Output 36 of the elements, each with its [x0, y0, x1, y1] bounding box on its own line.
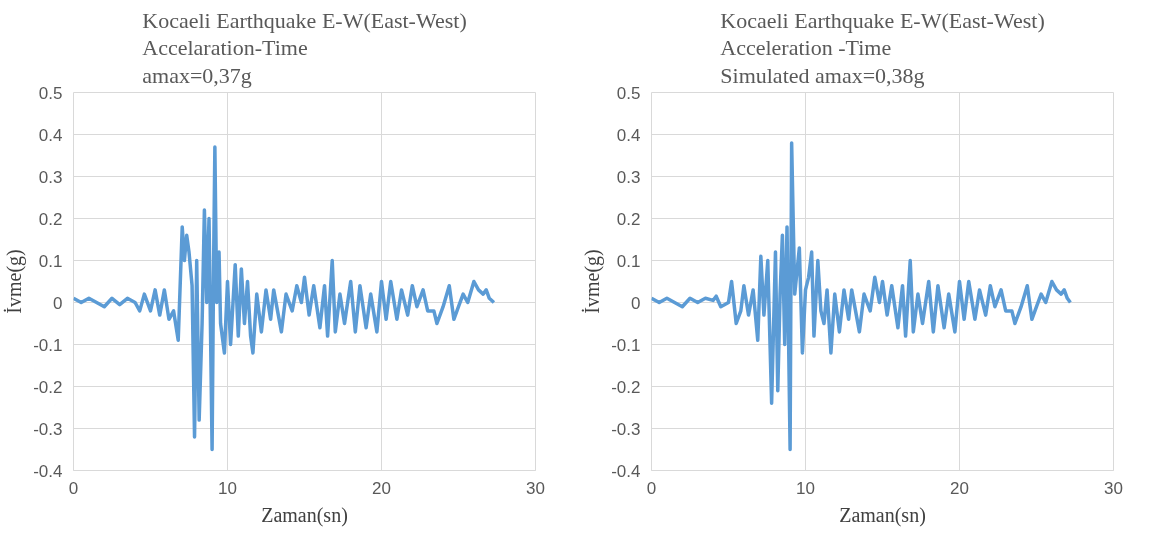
y-tick-label: 0 [53, 293, 63, 313]
y-tick-label: 0.4 [616, 125, 641, 145]
x-tick-label: 30 [1104, 478, 1123, 498]
x-tick-label: 20 [372, 478, 391, 498]
line-series [651, 141, 1073, 452]
y-tick-label: -0.2 [33, 377, 63, 397]
y-tick-label: 0.5 [616, 83, 641, 103]
x-tick-label: 0 [646, 478, 657, 498]
x-axis-title: Zaman(sn) [839, 503, 926, 527]
y-tick-label: 0.1 [38, 251, 63, 271]
y-axis-title: İvme(g) [3, 249, 27, 314]
y-tick-label: -0.3 [33, 419, 63, 439]
x-axis-title: Zaman(sn) [261, 503, 348, 527]
y-tick-label: 0 [631, 293, 641, 313]
x-tick-label: 20 [950, 478, 969, 498]
y-tick-label: 0.3 [38, 167, 63, 187]
y-tick-label: 0.1 [616, 251, 641, 271]
y-tick-label: -0.2 [611, 377, 641, 397]
y-tick-label: -0.3 [611, 419, 641, 439]
x-tick-label: 0 [68, 478, 79, 498]
y-tick-label: -0.4 [33, 461, 63, 481]
y-tick-label: 0.5 [38, 83, 63, 103]
line-series [73, 145, 496, 452]
y-tick-label: 0.2 [616, 209, 641, 229]
chart-title: Kocaeli Earthquake E-W(East-West) Accelaration-Time amax=0,37g [142, 7, 467, 88]
y-tick-label: 0.4 [38, 125, 63, 145]
y-tick-label: -0.4 [611, 461, 641, 481]
y-tick-label: 0.3 [616, 167, 641, 187]
y-tick-label: 0.2 [38, 209, 63, 229]
chart-title: Kocaeli Earthquake E-W(East-West) Acceleration -Time Simulated amax=0,38g [720, 7, 1045, 88]
x-tick-label: 10 [796, 478, 815, 498]
x-tick-label: 30 [526, 478, 545, 498]
y-tick-label: -0.1 [611, 335, 641, 355]
x-tick-label: 10 [218, 478, 237, 498]
y-axis-title: İvme(g) [581, 249, 605, 314]
y-tick-label: -0.1 [33, 335, 63, 355]
